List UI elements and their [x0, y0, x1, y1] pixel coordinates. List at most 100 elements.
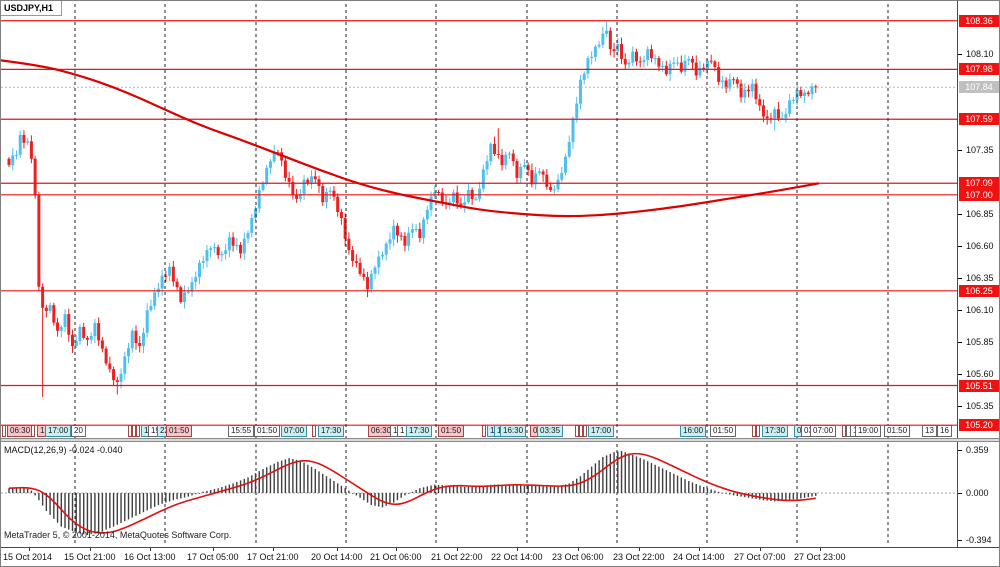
- price-tick-label: 106.60: [966, 241, 994, 251]
- event-time-tag[interactable]: 13: [922, 425, 937, 437]
- candle-body: [115, 380, 119, 382]
- event-time-tag[interactable]: 20: [71, 425, 86, 437]
- macd-bar: [142, 493, 145, 513]
- date-tick-label[interactable]: 27 Oct 07:00: [734, 552, 786, 562]
- macd-bar: [546, 486, 548, 493]
- date-tick-label[interactable]: 21 Oct 06:00: [370, 552, 422, 562]
- macd-bar: [157, 493, 160, 505]
- candle-body: [545, 174, 549, 187]
- candle-body: [179, 287, 183, 303]
- candle-body: [676, 62, 680, 64]
- event-time-tag[interactable]: 01:50: [254, 425, 281, 437]
- candle-body: [414, 228, 418, 230]
- macd-bar: [366, 493, 369, 503]
- price-level-tag[interactable]: 107.09: [959, 177, 999, 190]
- event-marker-bracket[interactable]: [842, 425, 846, 437]
- event-time-tag[interactable]: 01:50: [710, 425, 737, 437]
- event-marker-bracket[interactable]: [132, 425, 136, 437]
- candle-body: [687, 58, 691, 61]
- candle-body: [26, 141, 30, 143]
- date-tick-label[interactable]: 16 Oct 13:00: [124, 552, 176, 562]
- candle-body: [67, 314, 71, 335]
- candle-body: [324, 191, 328, 203]
- event-marker-bracket[interactable]: [482, 425, 486, 437]
- price-axis[interactable]: 108.10 107.35 106.85 106.60 106.35 106.10 105.…: [957, 1, 999, 547]
- date-tick-label[interactable]: 23 Oct 22:00: [613, 552, 665, 562]
- event-time-tag[interactable]: 15:55: [228, 425, 255, 437]
- event-time-tag[interactable]: 17:30: [318, 425, 345, 437]
- macd-bar: [759, 493, 761, 500]
- candle-body: [776, 109, 780, 119]
- date-tick-label[interactable]: 24 Oct 14:00: [673, 552, 725, 562]
- event-time-tag[interactable]: 01:50: [166, 425, 193, 437]
- event-marker-bracket[interactable]: [312, 425, 316, 437]
- price-level-tag[interactable]: 105.51: [959, 379, 999, 392]
- price-level-tag[interactable]: 106.25: [959, 284, 999, 297]
- event-marker-bracket[interactable]: [31, 425, 35, 437]
- main-price-chart[interactable]: [1, 1, 957, 438]
- macd-bar: [478, 485, 481, 493]
- event-time-tag[interactable]: 16:30: [500, 425, 527, 437]
- event-marker-bracket[interactable]: [136, 425, 140, 437]
- event-time-tag[interactable]: 06:30: [7, 425, 34, 437]
- event-time-tag[interactable]: 17:30: [762, 425, 789, 437]
- event-time-tag[interactable]: 17:00: [588, 425, 615, 437]
- macd-bar: [691, 482, 694, 493]
- event-time-tag[interactable]: 01:50: [884, 425, 911, 437]
- date-tick-label[interactable]: 21 Oct 22:00: [431, 552, 483, 562]
- event-marker-bracket[interactable]: [583, 425, 587, 437]
- event-time-tag[interactable]: 03:35: [537, 425, 564, 437]
- date-tick-label[interactable]: 15 Oct 21:00: [64, 552, 116, 562]
- event-time-tag[interactable]: 17:30: [406, 425, 433, 437]
- candle-body: [403, 236, 407, 246]
- macd-signal-line[interactable]: [8, 452, 816, 534]
- macd-bar: [788, 493, 791, 500]
- event-time-tag[interactable]: 07:00: [281, 425, 308, 437]
- date-tick-label[interactable]: 22 Oct 14:00: [491, 552, 543, 562]
- event-time-tag[interactable]: 19:00: [855, 425, 882, 437]
- event-marker-bracket[interactable]: [756, 425, 760, 437]
- event-time-tag[interactable]: 07:00: [810, 425, 837, 437]
- price-level-tag[interactable]: 107.00: [959, 188, 999, 201]
- candle-body: [765, 116, 769, 119]
- macd-bar: [307, 464, 309, 493]
- macd-bar: [583, 473, 585, 493]
- macd-bar: [53, 493, 55, 519]
- macd-bar: [744, 493, 746, 498]
- macd-bar: [706, 488, 709, 493]
- date-tick-label[interactable]: 15 Oct 2014: [3, 552, 53, 562]
- macd-bar: [505, 484, 507, 493]
- event-marker-bracket[interactable]: [752, 425, 756, 437]
- moving-average-line[interactable]: [1, 59, 820, 218]
- macd-bar: [340, 485, 343, 493]
- price-level-tag[interactable]: 108.36: [959, 14, 999, 27]
- macd-bar: [191, 493, 193, 496]
- date-axis[interactable]: 15 Oct 2014 15 Oct 21:00 16 Oct 13:00 17 Oc…: [1, 547, 999, 566]
- event-time-tag[interactable]: 16: [937, 425, 952, 437]
- event-time-tag[interactable]: 17:00: [45, 425, 72, 437]
- candle-body: [89, 335, 93, 340]
- date-tick-label[interactable]: 23 Oct 06:00: [552, 552, 604, 562]
- date-tick-label[interactable]: 17 Oct 21:00: [247, 552, 299, 562]
- price-level-tag[interactable]: 105.20: [959, 419, 999, 432]
- event-time-tag[interactable]: 01:50: [438, 425, 465, 437]
- event-time-tag[interactable]: 16:00: [680, 425, 707, 437]
- panel-splitter[interactable]: [1, 438, 999, 442]
- candle-body: [268, 161, 272, 168]
- event-marker-bracket[interactable]: [128, 425, 132, 437]
- price-level-tag[interactable]: 107.98: [959, 63, 999, 76]
- date-tick-label[interactable]: 27 Oct 23:00: [794, 552, 846, 562]
- date-tick-label[interactable]: 17 Oct 05:00: [187, 552, 239, 562]
- price-level-tag[interactable]: 107.59: [959, 113, 999, 126]
- macd-bar: [501, 484, 503, 493]
- event-marker-bracket[interactable]: [575, 425, 579, 437]
- macd-indicator-chart[interactable]: [1, 442, 957, 546]
- event-marker-bracket[interactable]: [579, 425, 583, 437]
- macd-bar: [516, 485, 518, 493]
- candle-body: [33, 158, 37, 196]
- date-tick-label[interactable]: 20 Oct 14:00: [311, 552, 363, 562]
- candle-body: [104, 348, 108, 364]
- candle-body: [485, 161, 489, 170]
- event-marker-bracket[interactable]: [2, 425, 6, 437]
